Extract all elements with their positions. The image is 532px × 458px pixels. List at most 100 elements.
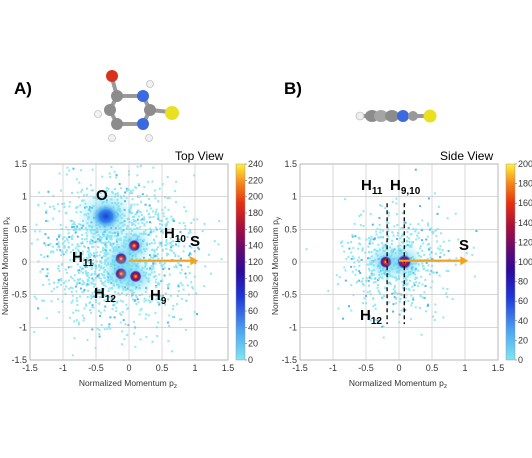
heatmap-cell — [69, 219, 72, 222]
heatmap-cell — [103, 284, 106, 287]
heatmap-cell — [71, 354, 74, 357]
heatmap-cell — [98, 329, 101, 332]
heatmap-cell — [105, 298, 108, 301]
heatmap-cell — [72, 229, 75, 232]
heatmap-cell — [159, 227, 162, 230]
heatmap-cell — [75, 319, 78, 322]
heatmap-cell — [136, 203, 139, 206]
heatmap-cell — [165, 241, 168, 244]
colorbar-tick-label: 160 — [518, 198, 532, 208]
x-tick-label: 0 — [396, 363, 401, 373]
heatmap-cell — [427, 243, 430, 246]
heatmap-cell — [91, 305, 94, 308]
heatmap-cell — [435, 234, 438, 237]
heatmap-cell — [401, 233, 404, 236]
heatmap-cell — [98, 263, 101, 266]
heatmap-cell — [177, 290, 180, 293]
heatmap-cell — [63, 205, 66, 208]
heatmap-cell — [81, 314, 84, 317]
heatmap-cell — [71, 258, 74, 261]
heatmap-cell — [136, 298, 139, 301]
heatmap-cell — [179, 272, 182, 275]
heatmap-cell — [62, 282, 65, 285]
heatmap-cell — [68, 316, 71, 319]
heatmap-cell — [96, 286, 99, 289]
heatmap-cell — [154, 226, 157, 229]
heatmap-cell — [44, 233, 47, 236]
heatmap-cell — [73, 279, 76, 282]
heatmap-cell — [80, 169, 83, 172]
heatmap-cell — [56, 238, 59, 241]
heatmap-cell — [134, 220, 137, 223]
heatmap-cell — [58, 244, 61, 247]
heatmap-cell — [71, 234, 74, 237]
heatmap-cell — [175, 180, 178, 183]
heatmap-cell — [89, 301, 92, 304]
heatmap-cell — [57, 235, 60, 238]
heatmap-cell — [46, 219, 49, 222]
heatmap-cell — [180, 318, 183, 321]
heatmap-cell — [166, 217, 169, 220]
heatmap-cell — [137, 209, 140, 212]
heatmap-cell — [48, 283, 51, 286]
heatmap-cell — [220, 258, 223, 261]
heatmap-cell — [361, 277, 364, 280]
heatmap-cell — [80, 190, 83, 193]
heatmap-cell — [186, 236, 189, 239]
heatmap-cell — [158, 187, 161, 190]
heatmap-cell — [410, 317, 413, 320]
heatmap-cell — [113, 303, 116, 306]
heatmap-cell — [359, 213, 362, 216]
heatmap-cell — [426, 258, 429, 261]
heatmap-cell — [148, 258, 151, 261]
heatmap-cell — [376, 279, 379, 282]
heatmap-cell — [358, 237, 361, 240]
heatmap-cell — [446, 295, 449, 298]
heatmap-cell — [172, 316, 175, 319]
y-tick-label: -1 — [19, 322, 27, 332]
heatmap-cell — [426, 243, 429, 246]
heatmap-cell — [387, 222, 390, 225]
heatmap-cell — [402, 286, 405, 289]
heatmap-cell — [155, 298, 158, 301]
heatmap-cell — [164, 292, 167, 295]
heatmap-cell — [352, 294, 355, 297]
molecule-top-view-illustration — [94, 70, 179, 142]
heatmap-cell — [410, 294, 413, 297]
heatmap-cell — [104, 305, 107, 308]
heatmap-cell — [362, 290, 365, 293]
heatmap-cell — [375, 233, 378, 236]
heatmap-cell — [153, 194, 156, 197]
heatmap-cell — [378, 224, 381, 227]
heatmap-cell — [91, 273, 94, 276]
heatmap-cell — [91, 296, 94, 299]
heatmap-cell — [58, 270, 61, 273]
heatmap-cell — [177, 285, 180, 288]
colorbar-tick-label: 0 — [248, 355, 253, 365]
heatmap-cell — [151, 340, 154, 343]
heatmap-cell — [166, 298, 169, 301]
colorbar — [235, 163, 246, 361]
heatmap-cell — [368, 242, 371, 245]
heatmap-cell — [82, 319, 85, 322]
heatmap-cell — [154, 254, 157, 257]
heatmap-cell — [167, 285, 170, 288]
heatmap-cell — [408, 240, 411, 243]
heatmap-cell — [82, 263, 85, 266]
heatmap-cell — [63, 236, 66, 239]
heatmap-cell — [358, 270, 361, 273]
heatmap-cell — [357, 280, 360, 283]
heatmap-cell — [418, 282, 421, 285]
heatmap-cell — [66, 238, 69, 241]
heatmap-cell — [127, 324, 130, 327]
heatmap-cell — [174, 253, 177, 256]
colorbar-tick-label: 200 — [248, 192, 263, 202]
heatmap-cell — [384, 207, 387, 210]
heatmap-cell — [70, 301, 73, 304]
heatmap-cell — [76, 191, 79, 194]
heatmap-cell — [90, 242, 93, 245]
heatmap-cell — [58, 210, 61, 213]
heatmap-cell — [447, 250, 450, 253]
heatmap-cell — [440, 232, 443, 235]
heatmap-cell — [63, 245, 66, 248]
